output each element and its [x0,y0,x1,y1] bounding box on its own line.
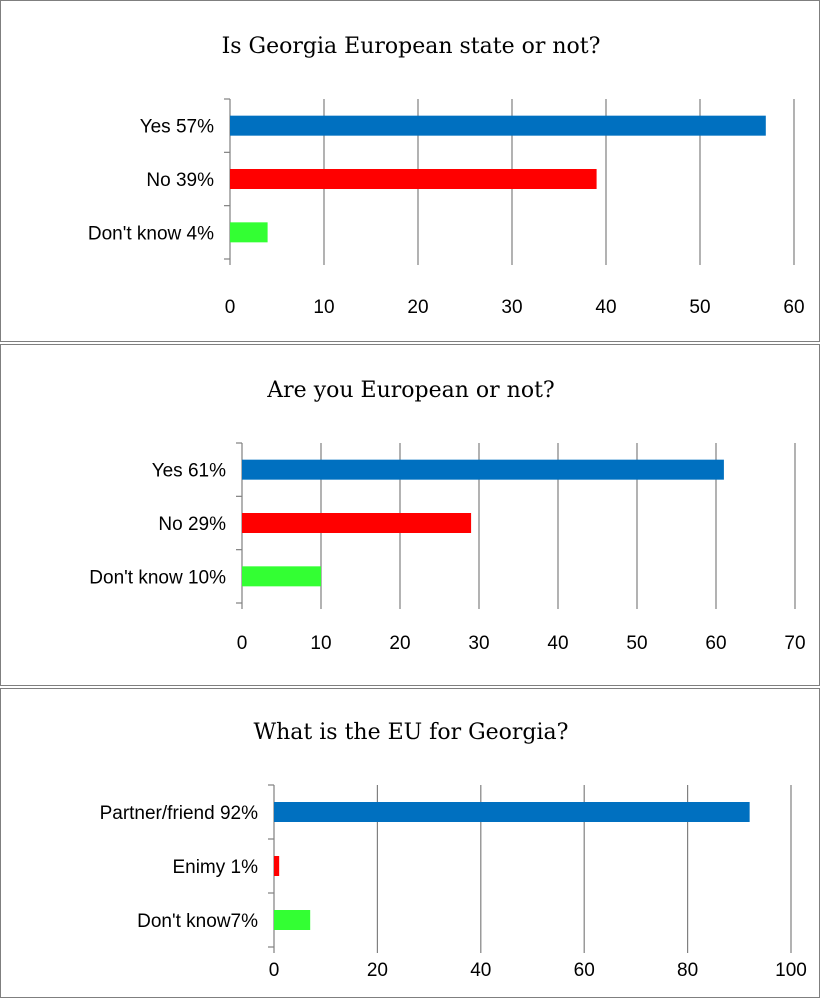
chart-3-bar [274,856,279,876]
chart-panel-1: Is Georgia European state or not? Yes 57%… [0,0,820,342]
chart-3-tick-label: 80 [677,960,698,981]
chart-2-bar [242,513,471,533]
chart-3-category-label: Enimy 1% [172,857,258,878]
chart-1-bar [230,222,268,242]
chart-1-bar [230,169,597,189]
chart-2-tick-label: 60 [705,633,726,654]
chart-2-category-label: No 29% [158,514,226,535]
chart-1-tick-label: 10 [313,297,334,318]
chart-1-svg: Is Georgia European state or not? Yes 57%… [1,1,821,343]
chart-panel-2: Are you European or not? Yes 61% No 29% Don… [0,344,820,686]
chart-2-bar [242,566,321,586]
chart-2-bar [242,460,724,480]
chart-2-tick-label: 40 [547,633,568,654]
chart-1-tick-label: 20 [407,297,428,318]
chart-1-tick-label: 60 [783,297,804,318]
chart-2-tick-label: 10 [310,633,331,654]
chart-2-tick-label: 50 [626,633,647,654]
chart-1-tick-label: 50 [689,297,710,318]
chart-1-tick-label: 40 [595,297,616,318]
chart-1-category-label: Yes 57% [140,117,214,138]
chart-3-tick-label: 100 [775,960,807,981]
chart-3-tick-label: 20 [367,960,388,981]
chart-3-title: What is the EU for Georgia? [254,720,569,745]
chart-2-category-label: Yes 61% [152,461,226,482]
chart-3-bar [274,802,750,822]
chart-1-tick-label: 0 [225,297,236,318]
chart-2-tick-label: 20 [389,633,410,654]
chart-2-tick-label: 70 [784,633,805,654]
chart-3-category-label: Partner/friend 92% [100,803,259,824]
chart-2-svg: Are you European or not? Yes 61% No 29% Don… [1,345,821,687]
chart-3-bar [274,910,310,930]
chart-3-tick-label: 40 [470,960,491,981]
chart-1-category-label: No 39% [146,170,214,191]
chart-3-tick-label: 60 [574,960,595,981]
chart-1-tick-label: 30 [501,297,522,318]
chart-1-title: Is Georgia European state or not? [222,34,601,59]
chart-panel-3: What is the EU for Georgia? Partner/frien… [0,688,820,998]
chart-2-category-label: Don't know 10% [89,567,226,588]
chart-3-tick-label: 0 [269,960,280,981]
chart-1-category-label: Don't know 4% [88,223,214,244]
chart-1-bar [230,116,766,136]
chart-2-title: Are you European or not? [266,378,554,403]
chart-3-category-label: Don't know7% [137,911,258,932]
chart-2-tick-label: 30 [468,633,489,654]
chart-3-svg: What is the EU for Georgia? Partner/frien… [1,689,821,999]
chart-2-tick-label: 0 [237,633,248,654]
